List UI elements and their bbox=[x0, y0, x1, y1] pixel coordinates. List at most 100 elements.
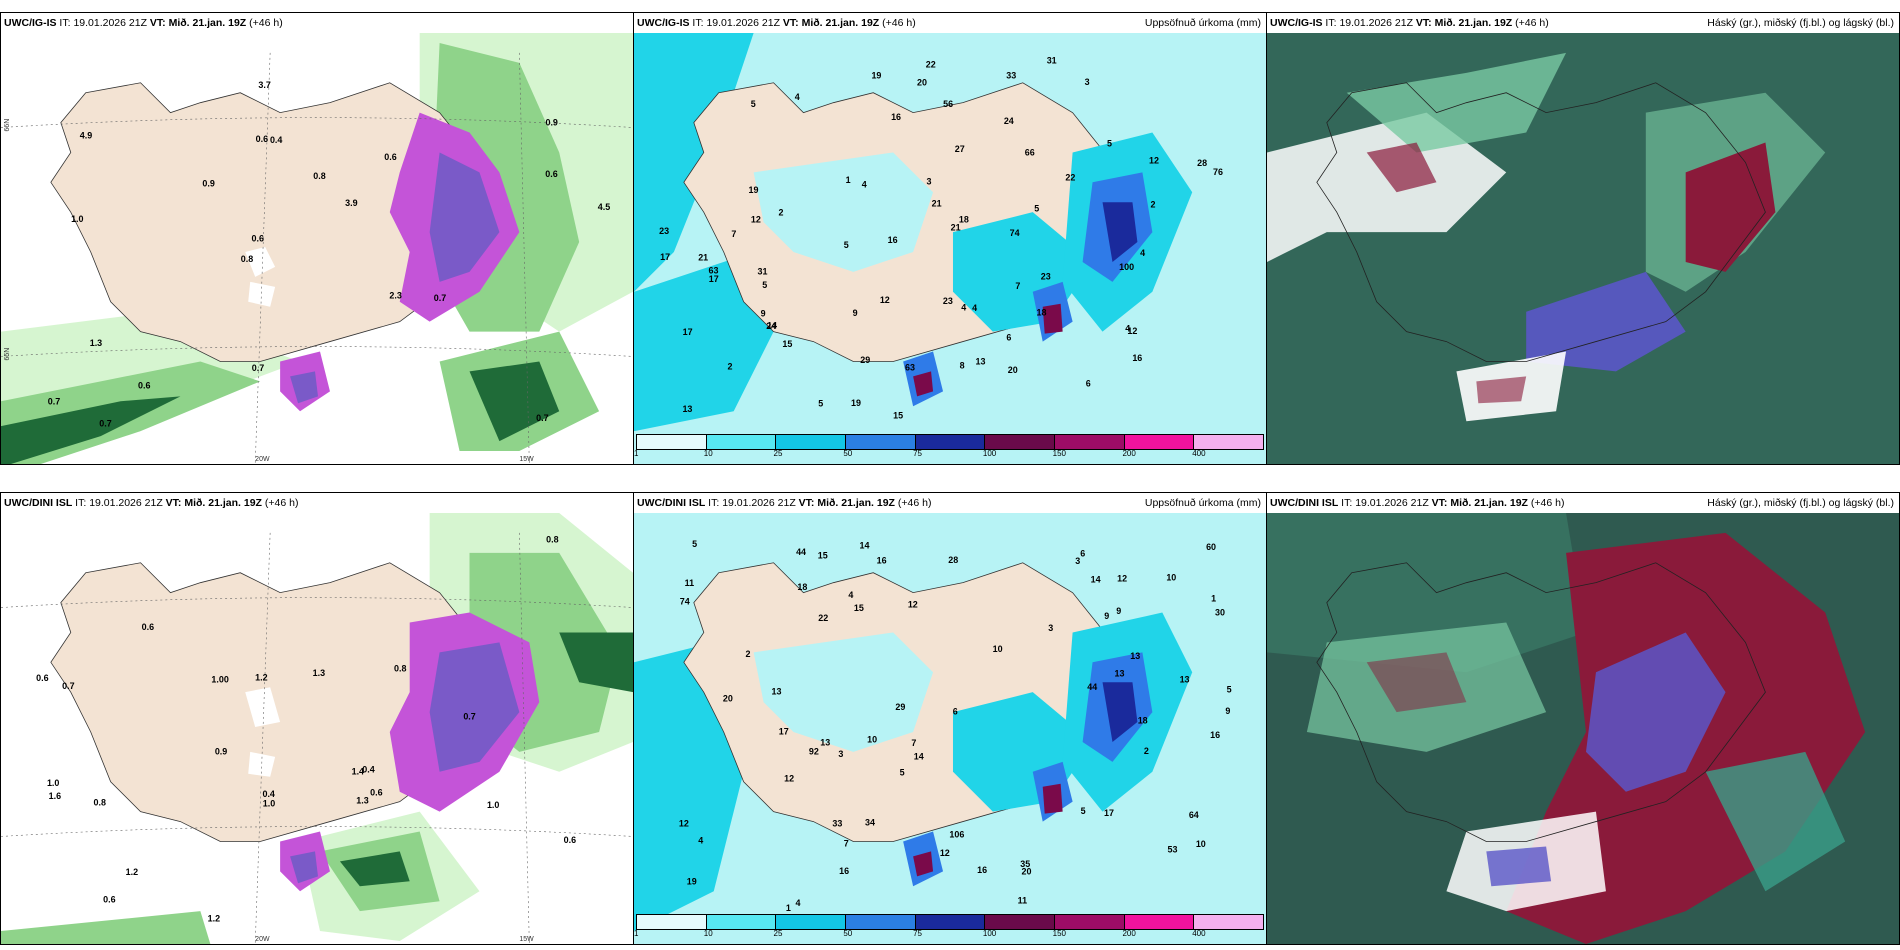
colorbar-bar bbox=[636, 914, 1264, 930]
vt-label: VT: bbox=[1415, 17, 1432, 29]
value-label: 0.7 bbox=[434, 293, 446, 303]
value-label: 8 bbox=[960, 361, 965, 371]
colorbar-tick-label: 1 bbox=[634, 449, 639, 458]
model-name: UWC/IG-IS bbox=[1270, 17, 1323, 29]
value-label: 1.2 bbox=[126, 867, 138, 877]
value-labels: 0.6 0.7 0.8 1.3 0.9 1.2 0.7 0.4 1.00 1.3 1.2 0.6 0.8… bbox=[36, 534, 576, 923]
value-label: 6 bbox=[1080, 549, 1085, 559]
value-label: 1.3 bbox=[90, 338, 102, 348]
it-label: IT: bbox=[75, 497, 87, 509]
value-label: 12 bbox=[940, 848, 950, 858]
value-label: 4.5 bbox=[598, 202, 610, 212]
colorbar-tick-label: 200 bbox=[1122, 929, 1136, 938]
value-label: 4.9 bbox=[80, 131, 92, 141]
map-title: Háský (gr.), miðský (fj.bl.) og lágský (… bbox=[1707, 17, 1894, 29]
model-name: UWC/DINI ISL bbox=[637, 497, 706, 509]
value-label: 12 bbox=[751, 214, 761, 224]
value-label: 0.4 bbox=[262, 789, 274, 799]
colorbar: 1 10 25 50 75 100 150 200 400 bbox=[634, 434, 1264, 462]
value-label: 24 bbox=[766, 321, 776, 331]
vt-label: VT: bbox=[782, 17, 799, 29]
colorbar-tick-label: 100 bbox=[982, 929, 997, 938]
value-label: 13 bbox=[820, 738, 830, 748]
colorbar-segment bbox=[846, 915, 916, 929]
value-label: 0.9 bbox=[202, 178, 214, 188]
colorbar-tick-label: 75 bbox=[913, 449, 923, 458]
colorbar-segment bbox=[637, 435, 707, 449]
value-label: 16 bbox=[1132, 353, 1142, 363]
value-labels: 2345425141222212218211519162324192020161… bbox=[659, 56, 1223, 421]
axis-label-20w: 20W bbox=[255, 936, 270, 943]
it-value: 19.01.2026 21Z bbox=[706, 17, 780, 29]
colorbar-segment bbox=[985, 915, 1056, 929]
value-label: 4 bbox=[848, 590, 853, 600]
map-title: Uppsöfnuð úrkoma (mm) bbox=[1144, 497, 1261, 509]
panel-header: UWC/IG-IS IT: 19.01.2026 21Z VT: Mið. 21… bbox=[1267, 13, 1899, 33]
value-label: 20 bbox=[1008, 365, 1018, 375]
value-label: 9 bbox=[761, 309, 766, 319]
map-precip-rate: 20W 15W 66N 65N 0.7 1.0 0.9 0.8 0.6 0.7 0.6 0.8… bbox=[1, 33, 633, 464]
value-label: 12 bbox=[1127, 326, 1137, 336]
value-label: 0.4 bbox=[362, 765, 374, 775]
value-label: 27 bbox=[955, 144, 965, 154]
lead-time: (+46 h) bbox=[1515, 17, 1549, 29]
value-label: 6 bbox=[1086, 379, 1091, 389]
value-label: 13 bbox=[1180, 674, 1190, 684]
map-svg bbox=[1267, 513, 1899, 944]
value-label: 19 bbox=[687, 876, 697, 886]
value-label: 18 bbox=[1037, 307, 1047, 317]
value-label: 64 bbox=[1189, 810, 1199, 820]
value-label: 20 bbox=[1021, 867, 1031, 877]
map-svg: 20W 15W 66N 65N 0.7 1.0 0.9 0.8 0.6 0.7 0.6 0.8… bbox=[1, 33, 633, 464]
it-value: 19.01.2026 21Z bbox=[1339, 17, 1413, 29]
value-label: 100 bbox=[1119, 262, 1134, 272]
value-label: 19 bbox=[851, 398, 861, 408]
value-label: 15 bbox=[782, 339, 792, 349]
value-label: 4 bbox=[795, 898, 800, 908]
value-label: 5 bbox=[844, 240, 849, 250]
value-label: 92 bbox=[809, 747, 819, 757]
axis-label-15w: 15W bbox=[519, 936, 534, 943]
colorbar-tick-label: 200 bbox=[1122, 449, 1136, 458]
value-label: 0.6 bbox=[564, 835, 576, 845]
vt-label: VT: bbox=[165, 497, 182, 509]
value-label: 5 bbox=[1107, 138, 1112, 148]
value-label: 7 bbox=[911, 738, 916, 748]
value-label: 22 bbox=[1065, 173, 1075, 183]
value-label: 10 bbox=[1196, 839, 1206, 849]
colorbar-segment bbox=[915, 915, 986, 929]
panel-dini-precip-rate: UWC/DINI ISL IT: 19.01.2026 21Z VT: Mið.… bbox=[0, 492, 634, 945]
vt-value: Mið. 21.jan. 19Z bbox=[801, 17, 880, 29]
value-label: 21 bbox=[932, 199, 942, 209]
value-label: 0.6 bbox=[103, 894, 115, 904]
colorbar-tick-label: 400 bbox=[1192, 449, 1206, 458]
value-label: 1.00 bbox=[211, 675, 228, 685]
panel-header: UWC/DINI ISL IT: 19.01.2026 21Z VT: Mið.… bbox=[1, 493, 633, 513]
value-label: 5 bbox=[751, 99, 756, 109]
value-label: 19 bbox=[871, 70, 881, 80]
colorbar-ticks: 1 10 25 50 75 100 150 200 400 bbox=[634, 929, 1264, 941]
value-label: 0.8 bbox=[546, 534, 558, 544]
value-label: 14 bbox=[859, 541, 869, 551]
value-label: 4 bbox=[795, 92, 800, 102]
value-label: 0.6 bbox=[545, 169, 557, 179]
value-label: 15 bbox=[893, 411, 903, 421]
value-label: 0.6 bbox=[36, 673, 48, 683]
vt-value: Mið. 21.jan. 19Z bbox=[1450, 497, 1528, 509]
value-label: 16 bbox=[839, 866, 849, 876]
value-labels: 0.71.00.90.80.60.70.60.81.30.90.70.60.43… bbox=[48, 80, 611, 429]
value-label: 15 bbox=[818, 550, 828, 560]
value-label: 0.8 bbox=[94, 798, 106, 808]
value-label: 9 bbox=[853, 308, 858, 318]
lead-time: (+46 h) bbox=[249, 17, 283, 29]
value-label: 4 bbox=[1140, 248, 1145, 258]
colorbar-tick-label: 25 bbox=[773, 929, 783, 938]
value-label: 7 bbox=[1015, 281, 1020, 291]
map-cloud bbox=[1267, 513, 1899, 944]
colorbar-segment bbox=[637, 915, 707, 929]
value-label: 1.6 bbox=[49, 791, 61, 801]
value-label: 6 bbox=[953, 706, 958, 716]
value-label: 10 bbox=[993, 644, 1003, 654]
value-label: 9 bbox=[1225, 706, 1230, 716]
it-label: IT: bbox=[1325, 17, 1337, 29]
